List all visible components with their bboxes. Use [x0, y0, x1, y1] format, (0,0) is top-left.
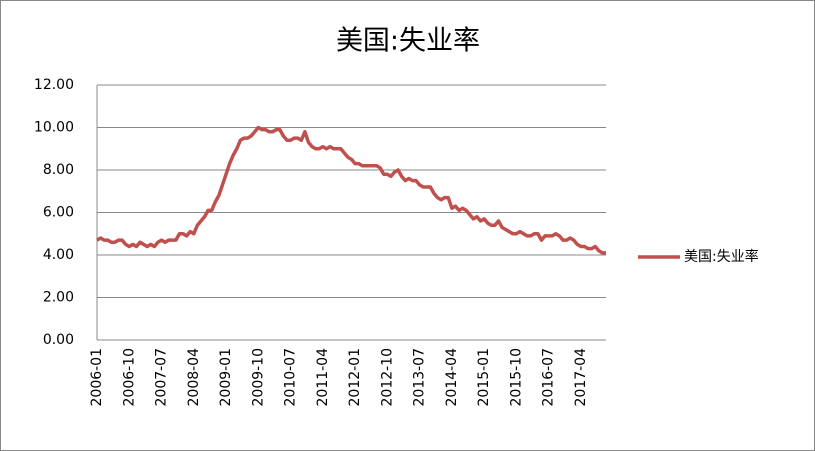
y-tick-label: 10.00 — [34, 120, 74, 136]
x-tick-label: 2015-01 — [476, 348, 492, 407]
x-tick-label: 2011-04 — [315, 348, 331, 407]
x-tick-label: 2009-01 — [218, 348, 234, 407]
chart-title: 美国:失业率 — [336, 26, 480, 57]
y-tick-label: 6.00 — [43, 205, 74, 221]
x-tick-label: 2008-04 — [186, 348, 202, 407]
y-tick-label: 4.00 — [43, 247, 74, 263]
x-tick-label: 2017-04 — [573, 348, 589, 407]
x-tick-label: 2013-07 — [412, 348, 428, 407]
x-tick-label: 2006-10 — [121, 348, 137, 407]
x-tick-label: 2012-10 — [379, 348, 395, 407]
y-tick-label: 12.00 — [34, 77, 74, 93]
x-tick-label: 2007-07 — [154, 348, 170, 407]
x-tick-label: 2015-10 — [508, 348, 524, 407]
y-tick-label: 2.00 — [43, 290, 74, 306]
y-tick-label: 0.00 — [43, 332, 74, 348]
x-tick-label: 2012-01 — [347, 348, 363, 407]
legend-label: 美国:失业率 — [684, 248, 759, 265]
data-line — [96, 125, 606, 255]
x-tick-label: 2009-10 — [250, 348, 266, 407]
x-tick-label: 2016-07 — [541, 348, 557, 407]
x-tick-label: 2006-01 — [89, 348, 105, 407]
x-tick-label: 2014-04 — [444, 348, 460, 407]
x-tick-label: 2010-07 — [283, 348, 299, 407]
y-tick-label: 8.00 — [43, 162, 74, 178]
